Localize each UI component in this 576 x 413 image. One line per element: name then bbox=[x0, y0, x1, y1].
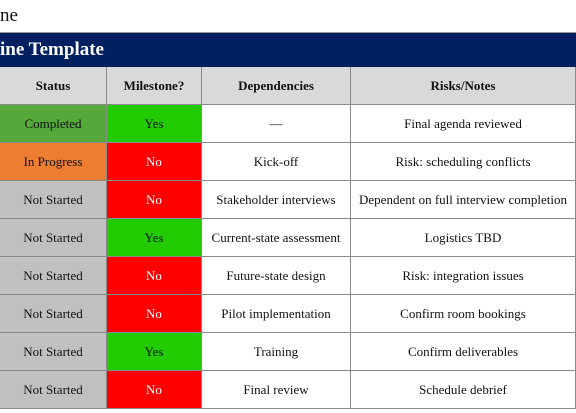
table-row: In Progress No Kick-off Risk: scheduling co… bbox=[0, 143, 576, 181]
banner-title: ine Template bbox=[0, 39, 104, 60]
milestone-cell[interactable]: Yes bbox=[107, 219, 202, 257]
risks-notes-cell[interactable]: Dependent on full interview completion bbox=[351, 181, 576, 219]
table-row: Not Started No Final review Schedule debrie… bbox=[0, 371, 576, 409]
dependencies-cell[interactable]: Current-state assessment bbox=[202, 219, 351, 257]
table-row: Not Started Yes Current-state assessment Lo… bbox=[0, 219, 576, 257]
dependencies-cell[interactable]: Kick-off bbox=[202, 143, 351, 181]
milestone-cell[interactable]: No bbox=[107, 143, 202, 181]
risks-notes-cell[interactable]: Risk: scheduling conflicts bbox=[351, 143, 576, 181]
risks-notes-cell[interactable]: Schedule debrief bbox=[351, 371, 576, 409]
milestone-cell[interactable]: No bbox=[107, 181, 202, 219]
risks-notes-cell[interactable]: Confirm deliverables bbox=[351, 333, 576, 371]
milestone-cell[interactable]: No bbox=[107, 371, 202, 409]
dependencies-cell[interactable]: Future-state design bbox=[202, 257, 351, 295]
dependencies-cell[interactable]: Pilot implementation bbox=[202, 295, 351, 333]
risks-notes-cell[interactable]: Risk: integration issues bbox=[351, 257, 576, 295]
risks-notes-cell[interactable]: Confirm room bookings bbox=[351, 295, 576, 333]
status-cell[interactable]: Not Started bbox=[0, 295, 107, 333]
milestone-cell[interactable]: No bbox=[107, 257, 202, 295]
sheet-title: ne bbox=[0, 5, 18, 26]
timeline-table: Status Milestone? Dependencies Risks/Not… bbox=[0, 67, 576, 409]
dependencies-cell[interactable]: Training bbox=[202, 333, 351, 371]
status-cell[interactable]: Not Started bbox=[0, 181, 107, 219]
milestone-cell[interactable]: Yes bbox=[107, 333, 202, 371]
table-row: Not Started No Pilot implementation Confirm… bbox=[0, 295, 576, 333]
status-cell[interactable]: Not Started bbox=[0, 371, 107, 409]
header-status[interactable]: Status bbox=[0, 67, 107, 105]
risks-notes-cell[interactable]: Final agenda reviewed bbox=[351, 105, 576, 143]
template-banner[interactable]: ine Template bbox=[0, 33, 576, 67]
table-row: Not Started No Stakeholder interviews Depen… bbox=[0, 181, 576, 219]
status-cell[interactable]: Not Started bbox=[0, 257, 107, 295]
table-header-row: Status Milestone? Dependencies Risks/Not… bbox=[0, 67, 576, 105]
header-dependencies[interactable]: Dependencies bbox=[202, 67, 351, 105]
table-row: Completed Yes — Final agenda reviewed bbox=[0, 105, 576, 143]
table-row: Not Started Yes Training Confirm deliverabl… bbox=[0, 333, 576, 371]
dependencies-cell[interactable]: — bbox=[202, 105, 351, 143]
status-cell[interactable]: Completed bbox=[0, 105, 107, 143]
header-risks-notes[interactable]: Risks/Notes bbox=[351, 67, 576, 105]
sheet-title-row[interactable]: ne bbox=[0, 0, 576, 33]
milestone-cell[interactable]: Yes bbox=[107, 105, 202, 143]
table-body: Completed Yes — Final agenda reviewed In Pro… bbox=[0, 105, 576, 409]
milestone-cell[interactable]: No bbox=[107, 295, 202, 333]
status-cell[interactable]: Not Started bbox=[0, 333, 107, 371]
status-cell[interactable]: In Progress bbox=[0, 143, 107, 181]
header-milestone[interactable]: Milestone? bbox=[107, 67, 202, 105]
dependencies-cell[interactable]: Final review bbox=[202, 371, 351, 409]
status-cell[interactable]: Not Started bbox=[0, 219, 107, 257]
table-row: Not Started No Future-state design Risk: in… bbox=[0, 257, 576, 295]
risks-notes-cell[interactable]: Logistics TBD bbox=[351, 219, 576, 257]
dependencies-cell[interactable]: Stakeholder interviews bbox=[202, 181, 351, 219]
